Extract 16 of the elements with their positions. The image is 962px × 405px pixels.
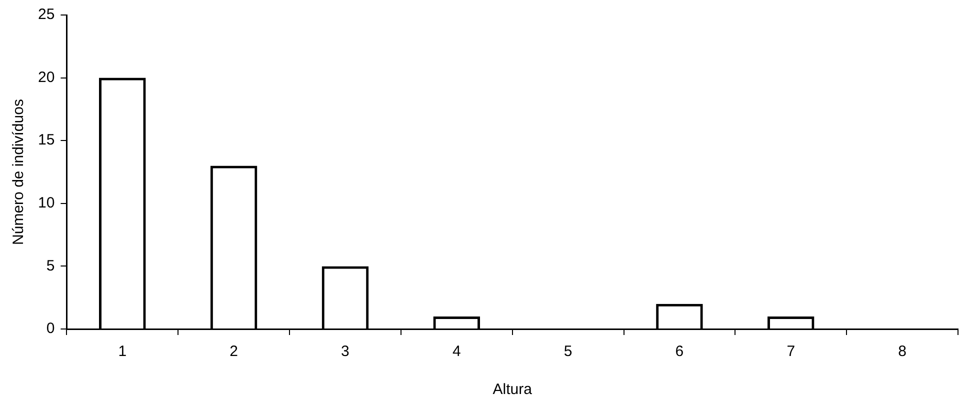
- x-tick-label: 7: [786, 343, 796, 360]
- x-tick-label: 8: [898, 343, 906, 360]
- x-tick-label: 5: [564, 343, 572, 360]
- y-axis-title: Número de indivíduos: [10, 99, 28, 245]
- x-tick-label: 2: [230, 343, 238, 360]
- y-tick-label: 0: [46, 320, 55, 338]
- x-tick-label: 3: [341, 343, 350, 360]
- y-tick-label: 15: [38, 132, 55, 149]
- x-tick-label: 1: [118, 343, 127, 360]
- y-tick-label: 20: [38, 68, 55, 86]
- x-tick-label: 4: [452, 343, 461, 360]
- x-tick-label: 6: [675, 343, 684, 360]
- y-tick-label: 5: [46, 257, 55, 274]
- y-tick-label: 25: [38, 6, 55, 24]
- x-axis-title: Altura: [492, 381, 533, 398]
- y-tick-label: 10: [38, 194, 55, 212]
